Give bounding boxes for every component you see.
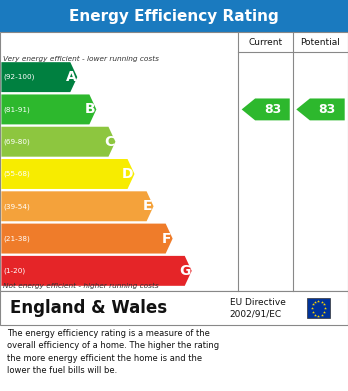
Text: B: B: [85, 102, 95, 117]
Text: (69-80): (69-80): [3, 138, 30, 145]
Polygon shape: [1, 224, 173, 253]
Bar: [307, 298, 330, 318]
Polygon shape: [1, 256, 192, 286]
Bar: [0, 32, 348, 291]
Polygon shape: [1, 127, 116, 157]
Text: E: E: [143, 199, 152, 213]
Text: 83: 83: [319, 103, 336, 116]
Text: 83: 83: [264, 103, 281, 116]
Text: EU Directive
2002/91/EC: EU Directive 2002/91/EC: [230, 298, 286, 319]
Polygon shape: [1, 191, 153, 221]
Bar: [0, 291, 348, 325]
Bar: [0, 0, 348, 32]
Polygon shape: [1, 95, 96, 124]
Text: (81-91): (81-91): [3, 106, 30, 113]
Text: A: A: [65, 70, 76, 84]
Text: D: D: [122, 167, 133, 181]
Text: Potential: Potential: [301, 38, 340, 47]
Text: G: G: [179, 264, 191, 278]
Text: C: C: [104, 135, 114, 149]
Text: F: F: [162, 231, 172, 246]
Text: (1-20): (1-20): [3, 267, 26, 274]
Text: Not energy efficient - higher running costs: Not energy efficient - higher running co…: [3, 283, 159, 289]
Text: Current: Current: [248, 38, 283, 47]
Polygon shape: [1, 62, 77, 92]
Text: (92-100): (92-100): [3, 74, 35, 81]
Polygon shape: [1, 159, 134, 189]
Text: (55-68): (55-68): [3, 171, 30, 177]
Polygon shape: [296, 99, 345, 120]
Text: (21-38): (21-38): [3, 235, 30, 242]
Text: (39-54): (39-54): [3, 203, 30, 210]
Polygon shape: [242, 99, 290, 120]
Text: The energy efficiency rating is a measure of the
overall efficiency of a home. T: The energy efficiency rating is a measur…: [7, 329, 219, 375]
Text: Very energy efficient - lower running costs: Very energy efficient - lower running co…: [3, 56, 159, 62]
Text: Energy Efficiency Rating: Energy Efficiency Rating: [69, 9, 279, 23]
Text: England & Wales: England & Wales: [10, 299, 168, 317]
